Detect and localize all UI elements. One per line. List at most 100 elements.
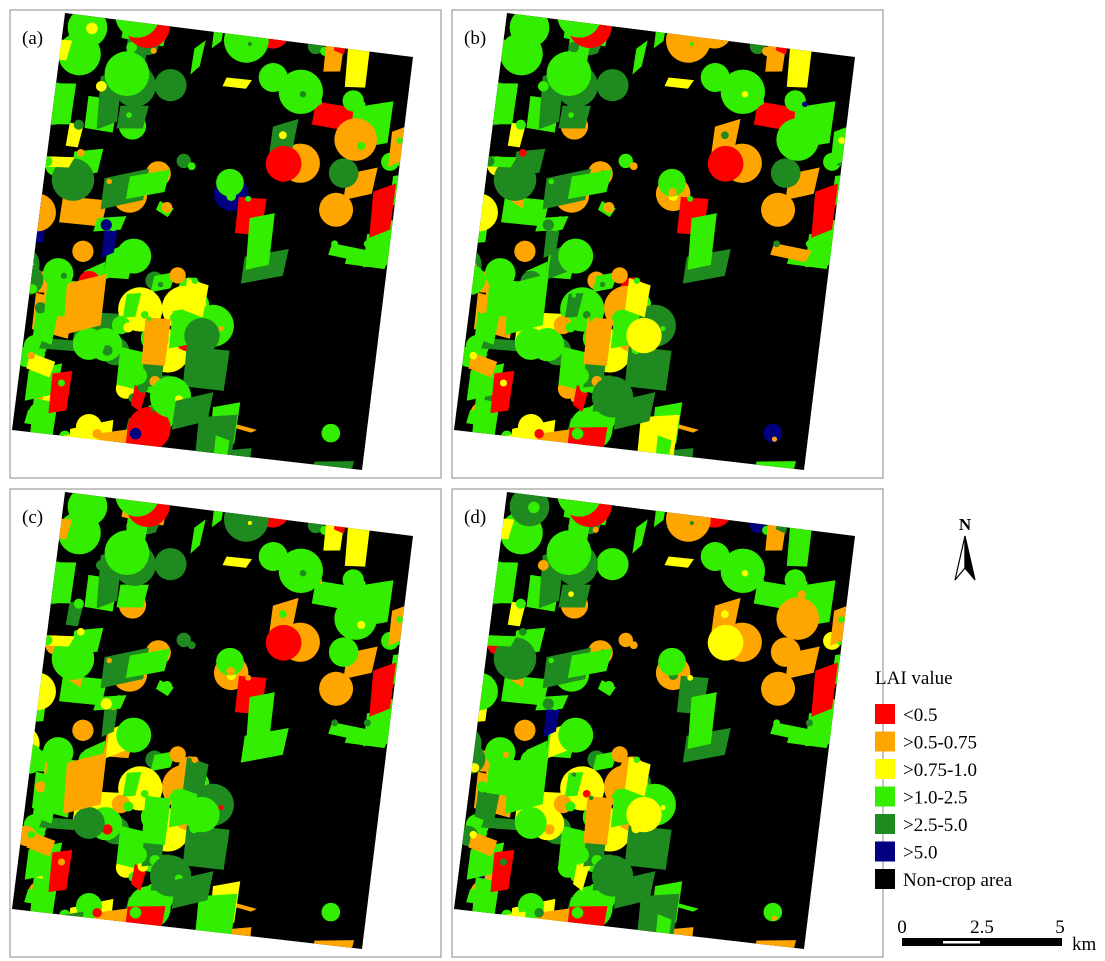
crop-speckle [690,521,694,525]
crop-speckle [86,502,98,514]
crop-field [514,720,535,741]
crop-speckle [589,796,594,801]
crop-field [129,846,147,864]
crop-speckle [538,81,549,92]
crop-speckle [543,698,554,709]
crop-speckle [356,590,364,598]
crop-field [761,672,795,706]
crop-speckle [687,675,693,681]
crop-speckle [96,81,107,92]
crop-field [761,193,795,227]
crop-speckle [568,591,574,597]
crop-speckle [396,616,403,623]
crop-speckle [126,112,132,118]
crop-speckle [568,112,574,118]
crop-speckle [279,131,287,139]
crop-speckle [357,621,365,629]
crop-speckle [101,219,112,230]
crop-speckle [687,196,693,202]
map-panels: (a)(b)(c)(d) [4,0,883,961]
crop-speckle [162,681,173,692]
crop-field [105,530,150,575]
crop-speckle [516,599,526,609]
crop-field [319,193,353,227]
crop-speckle [660,805,665,810]
crop-speckle [27,831,35,839]
crop-field [170,267,186,283]
panel-label: (c) [22,507,43,528]
crop-speckle [593,48,599,54]
crop-speckle [151,48,157,54]
legend-title: LAI value [875,668,953,689]
crop-speckle [126,591,132,597]
crop-field [708,146,744,182]
panel-label: (d) [464,507,486,528]
crop-speckle [331,240,338,247]
crop-field [319,672,353,706]
crop-speckle [604,202,615,213]
crop-field [626,318,661,353]
crop-speckle [245,196,251,202]
crop-speckle [604,681,615,692]
crop-field [596,548,628,580]
scale-bar-body [902,938,1062,946]
crop-field [626,797,661,832]
legend-label: <0.5 [903,705,937,726]
crop-speckle [74,120,84,130]
crop-field [771,158,801,188]
crop-speckle [96,560,107,571]
crop-field [184,797,219,832]
scale-tick-label: 0 [897,917,907,938]
crop-speckle [300,570,306,576]
crop-speckle [226,667,235,676]
crop-speckle [364,719,371,726]
crop-field [105,51,150,96]
panel-label: (a) [22,28,43,49]
crop-speckle [147,796,152,801]
crop-speckle [106,658,112,664]
legend-label: >0.5-0.75 [903,733,977,754]
crop-speckle [612,792,622,802]
crop-speckle [218,326,223,331]
crop-speckle [188,162,196,170]
legend: LAI value <0.5>0.5-0.75>0.75-1.0>1.0-2.5… [875,668,1013,891]
crop-field [571,846,589,864]
crop-speckle [86,23,98,35]
crop-speckle [572,293,576,297]
crop-field [154,548,186,580]
crop-speckle [772,437,777,442]
crop-field [170,746,186,762]
legend-swatch [875,787,895,807]
crop-field [343,90,364,111]
map-panel: (d) [446,473,883,961]
crop-field [547,530,592,575]
crop-speckle [519,149,527,157]
crop-speckle [300,91,306,97]
crop-speckle [799,621,807,629]
legend-swatch [875,814,895,834]
crop-field [72,241,93,262]
crop-speckle [170,313,180,323]
north-arrow: N [955,515,975,580]
crop-field [625,346,672,391]
crop-speckle [364,240,371,247]
crop-speckle [330,437,335,442]
crop-field [571,367,589,385]
crop-field [183,825,230,870]
crop-speckle [612,313,622,323]
crop-speckle [773,719,780,726]
crop-field [596,69,628,101]
crop-speckle [528,502,540,514]
crop-speckle [130,293,134,297]
crop-speckle [806,719,813,726]
crop-speckle [188,641,196,649]
crop-speckle [802,581,808,587]
crop-speckle [248,521,252,525]
crop-speckle [500,379,507,386]
crop-field [334,118,377,161]
crop-speckle [130,772,134,776]
scale-unit: km [1072,934,1097,955]
crop-field [785,90,806,111]
crop-speckle [634,756,640,762]
crop-field [73,328,105,360]
